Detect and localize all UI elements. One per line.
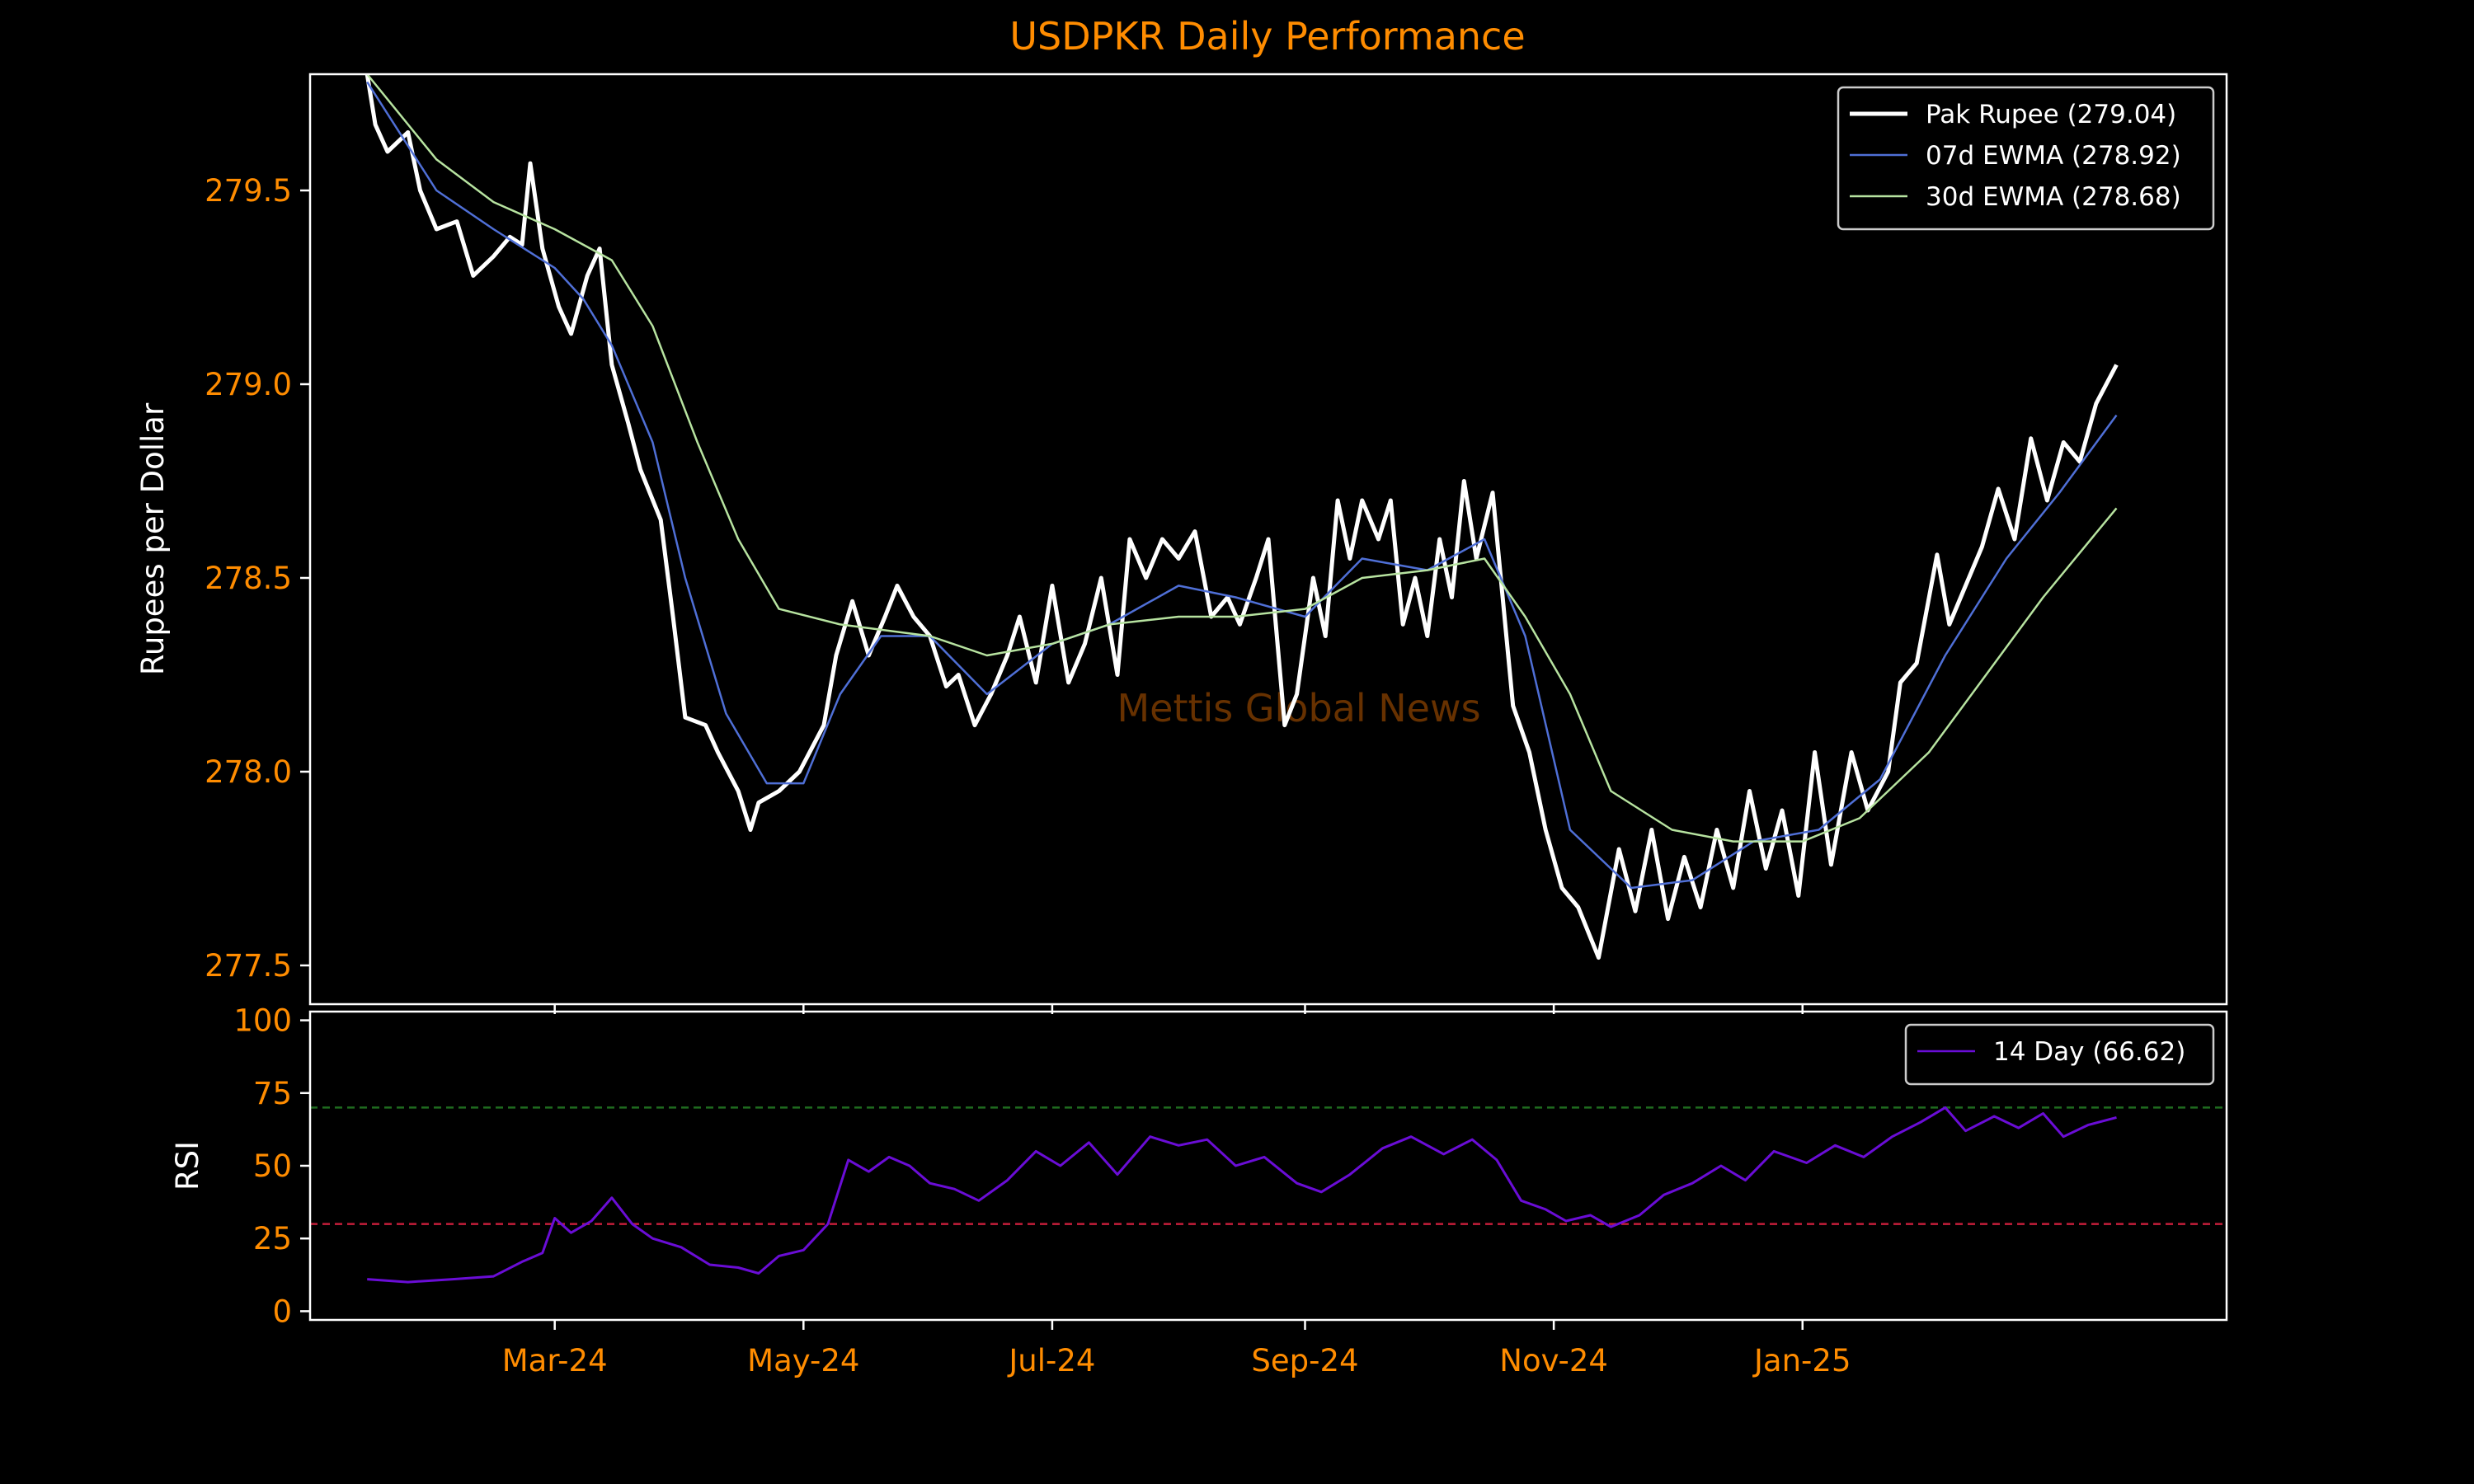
rsi-y-axis-label: RSI <box>170 1141 205 1190</box>
legend-label-price: Pak Rupee (279.04) <box>1926 100 2176 129</box>
rsi-reference-lines <box>310 1106 2227 1225</box>
chart-title: USDPKR Daily Performance <box>1009 14 1525 59</box>
rsi-series-group <box>367 1106 2117 1284</box>
rsi-y-tick-label: 0 <box>272 1294 292 1329</box>
x-tick-label: Jul-24 <box>1007 1343 1095 1378</box>
rsi-y-ticks: 0 25 50 75 100 <box>233 1003 310 1329</box>
x-tick-label: Jan-25 <box>1752 1343 1851 1378</box>
rsi-panel-frame <box>308 1010 2228 1322</box>
legend-label-ewma30: 30d EWMA (278.68) <box>1926 182 2181 212</box>
x-tick-label: May-24 <box>747 1343 859 1378</box>
x-tick-label: Nov-24 <box>1499 1343 1608 1378</box>
ewma7-line <box>366 81 2118 890</box>
legend-label-rsi: 14 Day (66.62) <box>1993 1037 2185 1067</box>
price-y-ticks: 277.5 278.0 278.5 279.0 279.5 <box>205 173 310 984</box>
rsi-line <box>367 1106 2117 1284</box>
price-line <box>365 73 2119 960</box>
price-y-tick-label: 279.0 <box>205 367 292 402</box>
rsi-y-tick-label: 75 <box>253 1076 292 1111</box>
x-tick-label: Mar-24 <box>502 1343 608 1378</box>
price-y-axis-label: Rupees per Dollar <box>135 402 171 675</box>
x-ticks: Mar-24 May-24 Jul-24 Sep-24 Nov-24 Jan-25 <box>502 1004 1851 1378</box>
rsi-y-tick-label: 50 <box>253 1148 292 1184</box>
legend-box <box>1837 86 2215 231</box>
rsi-legend: 14 Day (66.62) <box>1904 1023 2215 1086</box>
price-y-tick-label: 278.0 <box>205 754 292 790</box>
price-y-tick-label: 279.5 <box>205 173 292 209</box>
price-panel-frame <box>308 73 2228 1006</box>
legend-box <box>1904 1023 2215 1086</box>
rsi-y-tick-label: 25 <box>253 1221 292 1256</box>
price-series-group <box>365 73 2119 960</box>
rsi-y-tick-label: 100 <box>233 1003 292 1039</box>
price-legend: Pak Rupee (279.04) 07d EWMA (278.92) 30d E… <box>1837 86 2215 231</box>
legend-label-ewma7: 07d EWMA (278.92) <box>1926 141 2181 171</box>
rsi-panel: 0 25 50 75 100 Mar-24 May-24 Jul-24 Sep-24 Nov-2… <box>170 1003 2228 1378</box>
price-y-tick-label: 277.5 <box>205 948 292 984</box>
price-panel: 277.5 278.0 278.5 279.0 279.5 Rupees per Dol… <box>135 73 2228 1006</box>
price-y-tick-label: 278.5 <box>205 561 292 596</box>
ewma30-line <box>366 73 2118 843</box>
x-tick-label: Sep-24 <box>1251 1343 1358 1378</box>
